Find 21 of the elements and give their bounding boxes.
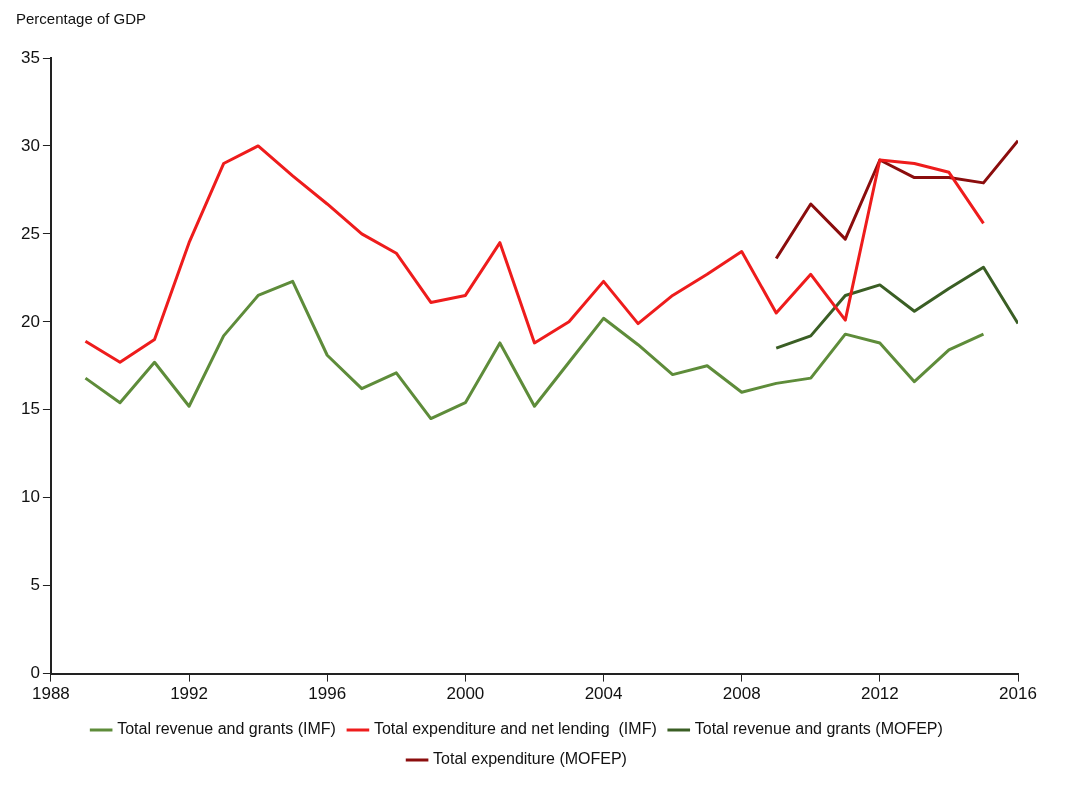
x-tick-label: 1992 (170, 684, 208, 704)
legend-label: Total revenue and grants (IMF) (117, 720, 336, 738)
y-tick-label: 10 (20, 487, 40, 507)
legend-label: Total revenue and grants (MOFEP) (694, 720, 943, 738)
x-tick-label: 2004 (584, 684, 623, 704)
x-tick-label: 2016 (999, 684, 1037, 704)
y-tick-label: 35 (20, 47, 40, 67)
legend-label: Total expenditure and net lending (IMF) (373, 720, 657, 738)
y-tick-label: 30 (20, 135, 40, 155)
x-tick-label: 1988 (32, 684, 70, 704)
x-tick-label: 1996 (308, 684, 347, 704)
y-tick-label: 20 (20, 311, 40, 331)
y-tick-label: 15 (20, 399, 40, 419)
x-tick-label: 2012 (860, 684, 899, 704)
x-tick-label: 2008 (722, 684, 761, 704)
y-tick-label: 25 (20, 223, 40, 243)
x-tick-label: 2000 (446, 684, 485, 704)
y-tick-label: 5 (30, 575, 40, 595)
y-tick-label: 0 (30, 663, 40, 683)
legend-label: Total expenditure (MOFEP) (433, 750, 627, 768)
y-axis-title: Percentage of GDP (16, 9, 147, 27)
